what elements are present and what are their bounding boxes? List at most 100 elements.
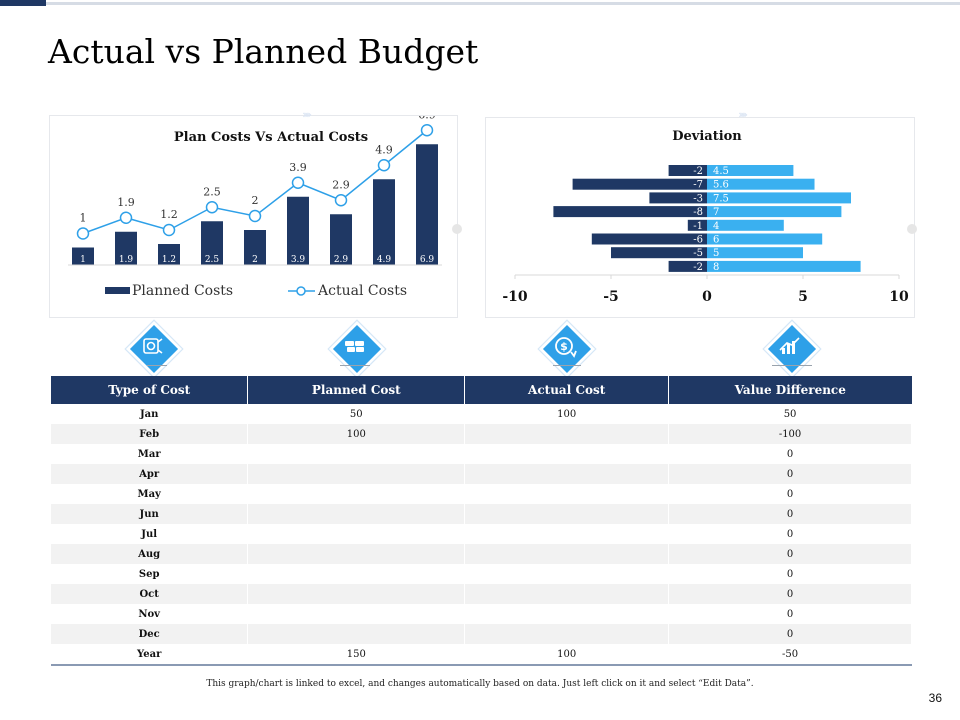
deviation-positive-bar [707,178,815,190]
deviation-negative-bar [668,165,707,176]
table-cell [247,564,466,584]
row-label-cell: Dec [51,624,249,644]
negative-data-label: -7 [693,180,703,191]
positive-data-label: 7.5 [713,193,729,204]
planned-bar [330,214,352,265]
table-row: Sep 0 [51,564,912,584]
actual-costs-point [76,227,90,240]
table-cell [464,444,670,464]
line-data-label: 4.9 [375,143,393,156]
table-cell: 0 [668,584,912,604]
row-label-cell: Nov [51,604,249,624]
table-cell [464,524,670,544]
deviation-negative-bar [649,192,707,204]
line-data-label: 2.5 [203,185,221,198]
table-row: Nov 0 [51,604,912,624]
x-tick-label: -10 [502,289,528,305]
chevrons-decoration: ››››› [738,108,748,121]
top-rule [46,2,960,5]
deviation-negative-bar [687,219,707,231]
table-cell: 0 [668,504,912,524]
negative-data-label: -2 [693,166,703,177]
table-cell [464,484,670,504]
planned-bar [287,196,309,265]
deviation-chart-panel: Deviation -2 4.5 -7 5.6 -3 7.5 -8 7 -1 4 -6 6 -5 5 -2 8-… [485,117,915,318]
bar-data-label: 6.9 [420,255,435,265]
positive-data-label: 7 [713,207,719,218]
negative-data-label: -1 [693,221,703,232]
row-label-cell: Oct [51,584,249,604]
divider-dot [907,224,917,234]
planned-bar [115,231,137,265]
line-data-label: 2 [252,194,259,207]
table-row: Dec 0 [51,624,912,644]
page-number: 36 [928,691,942,705]
table-cell [464,584,670,604]
table-row: Jun 0 [51,504,912,524]
row-label-cell: Jun [51,504,249,524]
actual-costs-point [334,194,348,207]
chart-title: Deviation [672,129,742,144]
table-cell: 100 [247,424,466,444]
deviation-chart: Deviation-2 4.5-7 5.6-3 7.5-8 7-1 4-6 6-5 5-2 8-… [502,129,909,305]
planned-bar [201,221,223,265]
table-cell: 50 [668,404,912,424]
table-cell: 0 [668,544,912,564]
table-cell [247,624,466,644]
deviation-positive-bar [707,206,842,218]
table-cell [247,444,466,464]
table-row: Feb 100 -100 [51,424,912,444]
table-cell [464,624,670,644]
table-cell: 150 [247,644,466,666]
row-label-cell: Sep [51,564,249,584]
table-row: Mar 0 [51,444,912,464]
bar-data-label: 3.9 [291,255,306,265]
line-data-label: 3.9 [289,161,307,174]
actual-costs-point [291,176,305,189]
planned-bar [373,179,395,265]
planned-bar [72,247,94,265]
x-tick-label: 5 [798,289,808,305]
table-cell: 0 [668,464,912,484]
table-cell: 0 [668,624,912,644]
col-actual-cost: Actual Cost [464,376,670,404]
deviation-positive-bar [707,247,803,259]
table-cell: 0 [668,444,912,464]
positive-data-label: 5 [713,248,719,259]
table-cell: 0 [668,604,912,624]
bar-data-label: 1 [80,255,86,265]
line-data-label: 1.9 [117,196,135,209]
table-cell [247,584,466,604]
col-type-of-cost: Type of Cost [51,376,249,404]
chevrons-decoration: ››››› [302,108,312,121]
bar-data-label: 2.9 [334,255,349,265]
table-cell [464,564,670,584]
table-cell [464,604,670,624]
deviation-positive-bar [707,233,823,245]
row-label-cell: Feb [51,424,249,444]
table-cell [464,424,670,444]
table-cell: -50 [668,644,912,666]
deviation-positive-bar [707,260,861,272]
row-label-cell: Jul [51,524,249,544]
planned-bar [244,230,266,265]
positive-data-label: 6 [713,235,719,246]
actual-costs-point [248,209,262,223]
line-data-label: 2.9 [332,178,350,191]
table-row: Jul 0 [51,524,912,544]
table-cell: -100 [668,424,912,444]
legend-actual-label: Actual Costs [317,283,407,299]
table-row: Jan 50 100 50 [51,404,912,424]
table-row: Aug 0 [51,544,912,564]
positive-data-label: 8 [713,262,719,273]
plan-vs-actual-chart-panel: Plan Costs Vs Actual Costs 1 1.9 1.2 2.5 2 3.9… [49,108,458,318]
deviation-positive-bar [707,192,851,204]
deviation-negative-bar [611,247,707,259]
plan-vs-actual-chart: Plan Costs Vs Actual Costs 1 1.9 1.2 2.5 2 3.9… [68,108,442,299]
planned-bar [416,144,438,265]
deviation-negative-bar [668,260,707,272]
table-cell: 0 [668,564,912,584]
page-title: Actual vs Planned Budget [48,32,479,71]
deviation-positive-bar [707,165,794,176]
chart-title: Plan Costs Vs Actual Costs [174,130,368,145]
